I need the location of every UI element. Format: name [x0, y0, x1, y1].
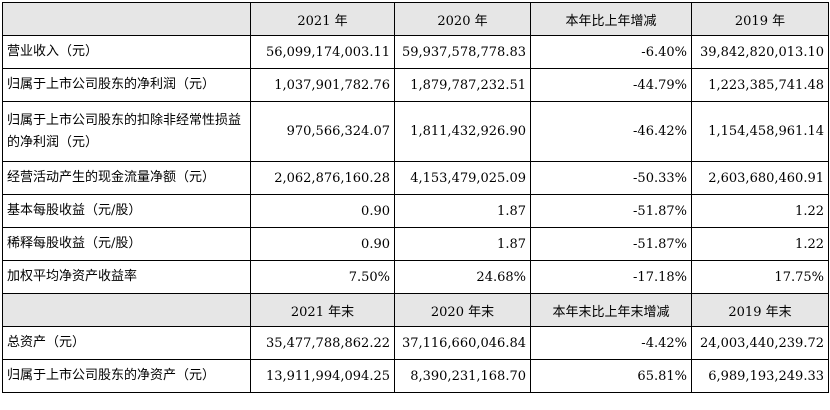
value-change: -51.87%: [530, 194, 692, 228]
value-change: 65.81%: [530, 359, 692, 393]
value-2020: 1,879,787,232.51: [394, 68, 531, 102]
row-label: 加权平均净资产收益率: [2, 260, 251, 294]
header-cell-change-end: 本年末比上年末增减: [530, 293, 692, 327]
value-2020: 1,811,432,926.90: [394, 101, 531, 162]
value-2021: 0.90: [250, 194, 395, 228]
value-2021: 970,566,324.07: [250, 101, 395, 162]
row-label: 归属于上市公司股东的扣除非经常性损益的净利润（元）: [2, 101, 251, 162]
value-2021: 1,037,901,782.76: [250, 68, 395, 102]
table-row-net-profit-excl-nonrecurring: 归属于上市公司股东的扣除非经常性损益的净利润（元） 970,566,324.07…: [2, 101, 829, 162]
header-cell-2020: 2020 年: [394, 2, 531, 36]
value-change: -17.18%: [530, 260, 692, 294]
table-row-revenue: 营业收入（元） 56,099,174,003.11 59,937,578,778…: [2, 35, 829, 69]
value-2020: 1.87: [394, 194, 531, 228]
table-row-basic-eps: 基本每股收益（元/股） 0.90 1.87 -51.87% 1.22: [2, 194, 829, 228]
value-2021: 0.90: [250, 227, 395, 261]
value-change: -51.87%: [530, 227, 692, 261]
value-2019: 17.75%: [691, 260, 829, 294]
value-2019: 39,842,820,013.10: [691, 35, 829, 69]
value-2020: 24.68%: [394, 260, 531, 294]
value-2019: 6,989,193,249.33: [691, 359, 829, 393]
value-change: -46.42%: [530, 101, 692, 162]
value-2019: 1.22: [691, 194, 829, 228]
header-cell-2021-end: 2021 年末: [250, 293, 395, 327]
header-cell-2020-end: 2020 年末: [394, 293, 531, 327]
value-2019: 1,223,385,741.48: [691, 68, 829, 102]
value-2019: 1.22: [691, 227, 829, 261]
header-cell-change: 本年比上年增减: [530, 2, 692, 36]
value-2021: 2,062,876,160.28: [250, 161, 395, 195]
value-2020: 59,937,578,778.83: [394, 35, 531, 69]
value-2021: 13,911,994,094.25: [250, 359, 395, 393]
table-row-net-profit: 归属于上市公司股东的净利润（元） 1,037,901,782.76 1,879,…: [2, 68, 829, 102]
header-cell-2019-end: 2019 年末: [691, 293, 829, 327]
row-label: 归属于上市公司股东的净资产（元）: [2, 359, 251, 393]
value-2020: 8,390,231,168.70: [394, 359, 531, 393]
value-2019: 1,154,458,961.14: [691, 101, 829, 162]
value-2019: 2,603,680,460.91: [691, 161, 829, 195]
header-row-annual: 2021 年 2020 年 本年比上年增减 2019 年: [2, 2, 829, 36]
row-label: 稀释每股收益（元/股）: [2, 227, 251, 261]
value-change: -6.40%: [530, 35, 692, 69]
value-2021: 7.50%: [250, 260, 395, 294]
table-row-total-assets: 总资产（元） 35,477,788,862.22 37,116,660,046.…: [2, 326, 829, 360]
value-change: -4.42%: [530, 326, 692, 360]
row-label: 基本每股收益（元/股）: [2, 194, 251, 228]
table-row-diluted-eps: 稀释每股收益（元/股） 0.90 1.87 -51.87% 1.22: [2, 227, 829, 261]
header-cell-2021: 2021 年: [250, 2, 395, 36]
header-cell-2019: 2019 年: [691, 2, 829, 36]
row-label: 营业收入（元）: [2, 35, 251, 69]
header-cell-blank: [2, 2, 251, 36]
table-row-net-assets: 归属于上市公司股东的净资产（元） 13,911,994,094.25 8,390…: [2, 359, 829, 393]
header-cell-blank: [2, 293, 251, 327]
value-2019: 24,003,440,239.72: [691, 326, 829, 360]
value-2021: 35,477,788,862.22: [250, 326, 395, 360]
value-2021: 56,099,174,003.11: [250, 35, 395, 69]
value-change: -50.33%: [530, 161, 692, 195]
value-change: -44.79%: [530, 68, 692, 102]
financial-summary-table: 2021 年 2020 年 本年比上年增减 2019 年 营业收入（元） 56,…: [2, 2, 829, 393]
header-row-year-end: 2021 年末 2020 年末 本年末比上年末增减 2019 年末: [2, 293, 829, 327]
value-2020: 1.87: [394, 227, 531, 261]
value-2020: 37,116,660,046.84: [394, 326, 531, 360]
table-row-operating-cash-flow: 经营活动产生的现金流量净额（元） 2,062,876,160.28 4,153,…: [2, 161, 829, 195]
row-label: 经营活动产生的现金流量净额（元）: [2, 161, 251, 195]
table-row-weighted-roe: 加权平均净资产收益率 7.50% 24.68% -17.18% 17.75%: [2, 260, 829, 294]
row-label: 总资产（元）: [2, 326, 251, 360]
row-label: 归属于上市公司股东的净利润（元）: [2, 68, 251, 102]
value-2020: 4,153,479,025.09: [394, 161, 531, 195]
